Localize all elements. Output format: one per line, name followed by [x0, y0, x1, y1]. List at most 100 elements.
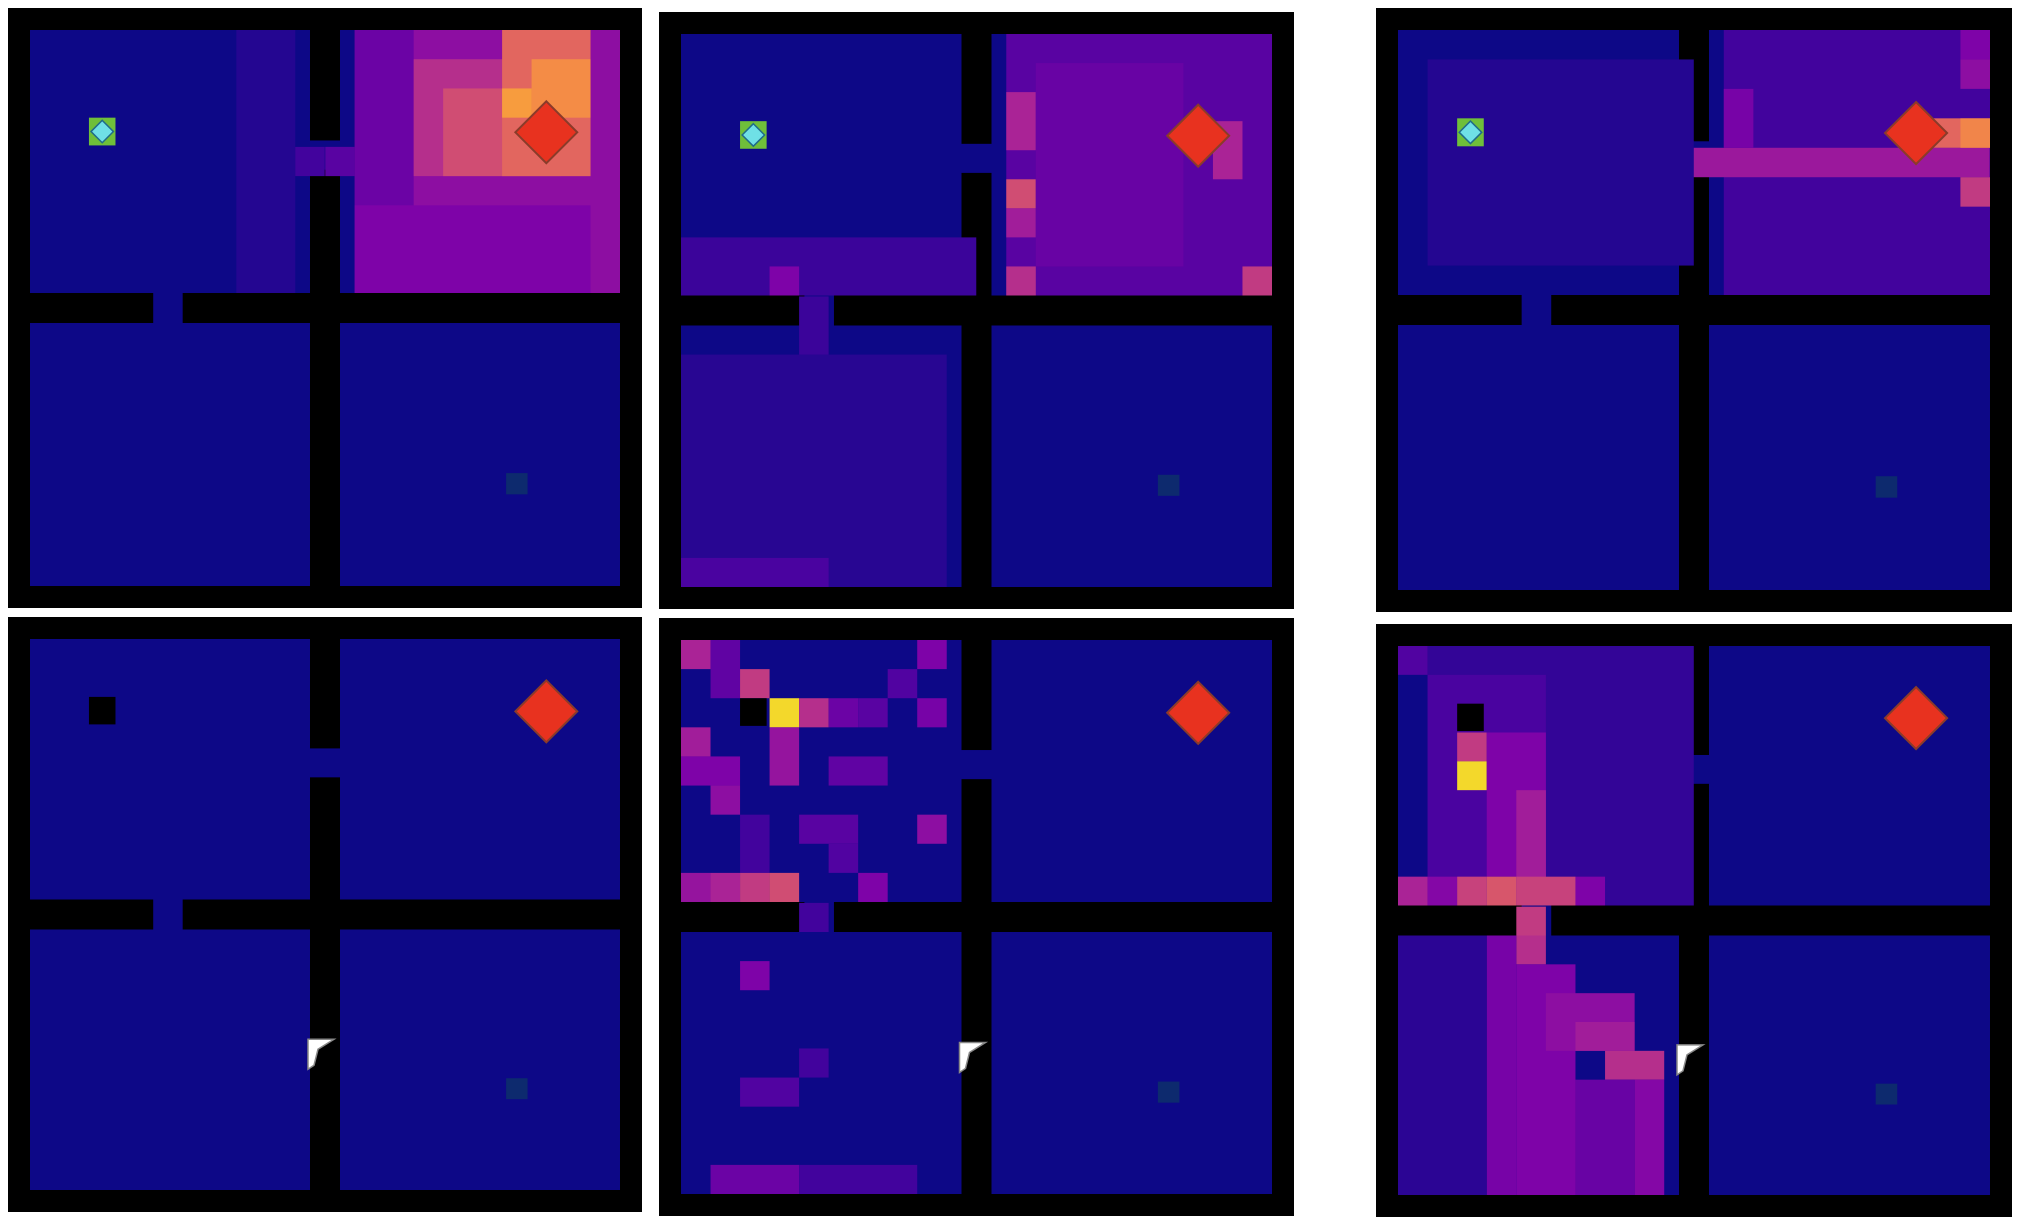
heat-cell [799, 1048, 829, 1078]
heat-cell [236, 30, 296, 293]
heat-cell [799, 1164, 918, 1194]
subgoal-square-icon [1875, 1083, 1898, 1105]
diamond-goal-icon [1883, 100, 1949, 166]
panel-top-middle [659, 12, 1294, 609]
heat-cell [1634, 1079, 1665, 1195]
heat-cell [828, 843, 859, 873]
heat-cell [1427, 876, 1458, 906]
heat-cell [917, 698, 947, 728]
heat-cell [1960, 177, 1990, 207]
panel-bottom-left [8, 617, 642, 1212]
heat-cell [1575, 1079, 1635, 1195]
flag-icon [958, 1041, 989, 1074]
heat-cell [1398, 876, 1428, 906]
door-top [310, 748, 340, 778]
heat-cell [1575, 876, 1606, 906]
heat-cell [1960, 59, 1990, 89]
door-left [153, 293, 183, 323]
heat-cell [681, 872, 711, 902]
heat-cell [917, 814, 947, 844]
heat-cell [502, 88, 532, 118]
gridworld-bottom-left [30, 639, 620, 1190]
subgoal-square-icon [506, 473, 528, 495]
heat-cell [1605, 1050, 1665, 1080]
heat-cell [858, 698, 888, 728]
heat-cell [1723, 88, 1754, 148]
subgoal-square-icon [1875, 476, 1898, 498]
heat-cell [769, 872, 800, 902]
panel-bottom-right [1376, 624, 2012, 1217]
panel-top-left [8, 8, 642, 608]
heat-cell [1035, 63, 1184, 267]
heat-cell [1427, 59, 1694, 266]
heat-cell [917, 640, 947, 670]
gridworld-top-right [1398, 30, 1990, 590]
room-4 [340, 323, 620, 586]
heat-cell [740, 961, 770, 991]
heat-cell [799, 814, 859, 844]
heat-cell [710, 872, 741, 902]
heat-cell [681, 557, 829, 587]
heat-cell [354, 205, 591, 293]
heat-cell [1457, 761, 1487, 791]
subgoal-square-icon [1157, 1081, 1180, 1103]
subgoal-square-icon [1157, 474, 1180, 496]
room-4 [1709, 325, 1990, 590]
agent-diamond-icon [741, 122, 766, 148]
diamond-goal-icon [1165, 680, 1231, 746]
heat-cell [1006, 92, 1036, 151]
heat-cell [681, 727, 711, 757]
heat-cell [1006, 266, 1036, 296]
room-3 [1398, 325, 1679, 590]
heat-cell [681, 354, 947, 587]
heat-cell [710, 1164, 800, 1194]
room-4 [1709, 935, 1990, 1195]
agent-diamond-icon [89, 119, 115, 144]
heat-cell [740, 1077, 800, 1107]
heat-cell [710, 640, 741, 699]
room-2 [991, 640, 1272, 902]
heat-cell [1575, 1022, 1635, 1051]
agent-hidden-marker [1457, 703, 1484, 732]
heat-cell [799, 698, 829, 728]
heat-cell [769, 698, 800, 728]
diamond-goal-icon [1165, 103, 1231, 169]
door-top [961, 750, 992, 780]
heat-cell [828, 698, 859, 728]
heat-cell [1457, 732, 1487, 762]
agent-hidden-marker [740, 698, 767, 726]
gridworld-bottom-right [1398, 646, 1990, 1195]
diamond-goal-icon [1883, 685, 1949, 751]
heat-cell [1486, 876, 1517, 906]
heat-cell [1398, 646, 1428, 675]
room-4 [991, 325, 1272, 587]
subgoal-square-icon [506, 1078, 528, 1100]
diamond-goal-icon [513, 678, 579, 744]
door-left [153, 899, 183, 930]
heat-cell [325, 146, 355, 177]
heat-cell [799, 902, 829, 932]
heat-cell [295, 146, 325, 177]
heat-cell [1516, 935, 1546, 965]
heat-cell [1486, 935, 1517, 1195]
heat-cell [769, 727, 800, 786]
heat-cell [1006, 179, 1036, 209]
heat-cell [858, 872, 888, 902]
heat-cell [1242, 266, 1272, 296]
agent-diamond-icon [1458, 120, 1483, 145]
room-1 [30, 639, 310, 900]
flag-icon [1676, 1044, 1706, 1077]
door-top [961, 143, 992, 173]
panel-top-right [1376, 8, 2012, 612]
heat-cell [828, 756, 888, 786]
heat-cell [1006, 208, 1036, 238]
room-4 [991, 932, 1272, 1194]
door-left [1521, 295, 1552, 325]
heat-cell [887, 669, 918, 699]
agent-hidden-marker [88, 696, 116, 725]
diamond-goal-icon [513, 99, 579, 165]
heat-cell [740, 669, 770, 699]
heat-cell [681, 237, 977, 296]
room-4 [340, 929, 620, 1190]
gridworld-bottom-middle [681, 640, 1272, 1194]
